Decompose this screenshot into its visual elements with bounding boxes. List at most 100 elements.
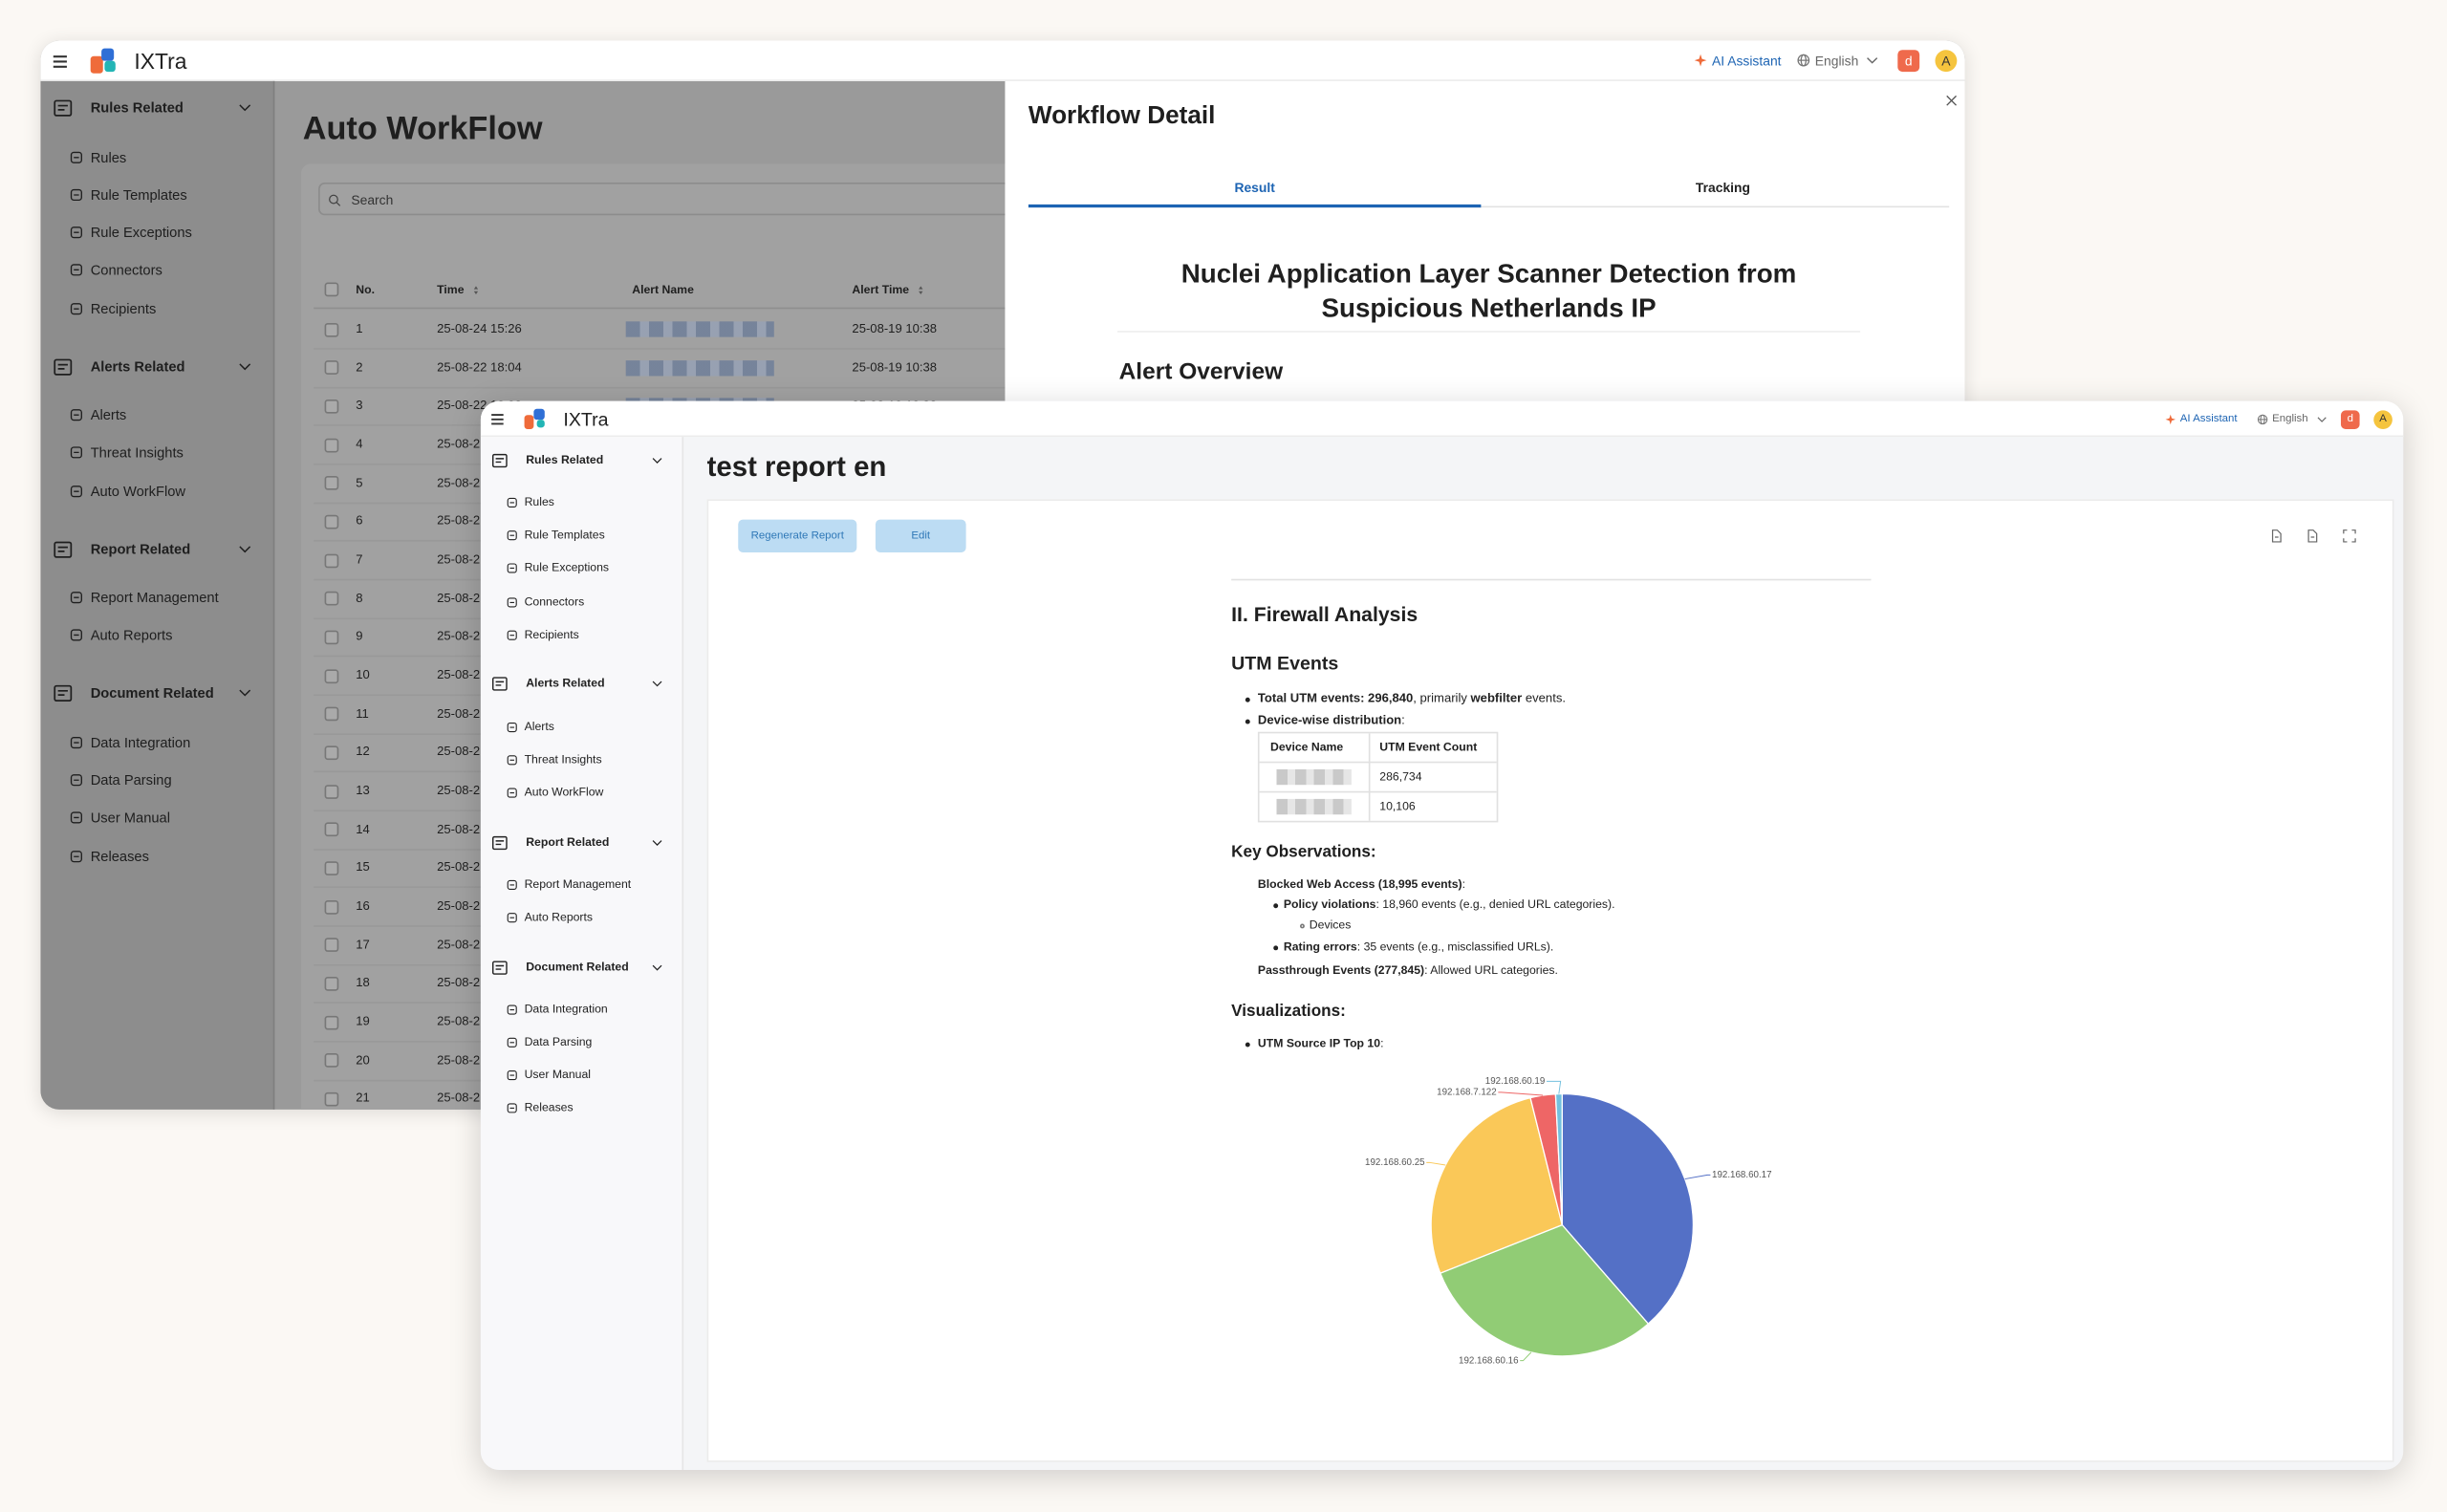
sidebar-item[interactable]: Alerts	[90, 406, 127, 422]
sidebar-item[interactable]: Rule Exceptions	[90, 224, 192, 240]
doc-icon[interactable]	[2269, 529, 2284, 543]
sidebar-item[interactable]: Auto Reports	[524, 910, 594, 924]
chev-icon[interactable]	[237, 685, 252, 701]
sidebar-group-title[interactable]: Document Related	[526, 960, 629, 975]
chev-icon[interactable]	[651, 836, 663, 849]
item-icon[interactable]	[69, 810, 84, 825]
user-badge[interactable]: d	[2340, 409, 2360, 429]
avatar[interactable]: A	[1935, 50, 1958, 73]
button[interactable]: Edit	[875, 519, 966, 552]
item-icon[interactable]	[69, 772, 84, 788]
tab[interactable]: Tracking	[1695, 179, 1750, 195]
item-icon[interactable]	[69, 301, 84, 316]
item-icon[interactable]	[506, 721, 518, 733]
item-icon[interactable]	[69, 735, 84, 750]
sidebar-item[interactable]: Data Parsing	[90, 771, 172, 788]
sidebar-group-title[interactable]: Rules Related	[90, 98, 184, 115]
checkbox[interactable]	[324, 745, 339, 760]
group-icon[interactable]	[491, 452, 508, 468]
sidebar-item[interactable]: Rules	[90, 148, 127, 165]
sidebar-item[interactable]: Rules	[524, 494, 554, 509]
item-icon[interactable]	[506, 1069, 518, 1081]
chev-icon[interactable]	[1865, 54, 1879, 68]
item-icon[interactable]	[506, 787, 518, 799]
sidebar-item[interactable]: Recipients	[90, 300, 157, 316]
sidebar-group-title[interactable]: Alerts Related	[90, 357, 185, 375]
checkbox[interactable]	[324, 282, 339, 297]
sidebar-item[interactable]: User Manual	[524, 1068, 592, 1082]
group-icon[interactable]	[54, 356, 74, 377]
user-badge[interactable]: d	[1897, 50, 1920, 73]
item-icon[interactable]	[69, 407, 84, 422]
button[interactable]: Regenerate Report	[738, 519, 857, 552]
avatar[interactable]: A	[2373, 409, 2393, 429]
spark-icon[interactable]	[1694, 54, 1708, 68]
expand-icon[interactable]	[2343, 529, 2357, 543]
checkbox[interactable]	[324, 630, 339, 645]
sidebar-group-title[interactable]: Document Related	[90, 683, 214, 701]
close-icon[interactable]	[1944, 93, 1959, 107]
checkbox[interactable]	[324, 1053, 339, 1069]
menu-icon[interactable]	[50, 51, 70, 71]
sidebar-item[interactable]: Auto WorkFlow	[524, 785, 604, 800]
group-icon[interactable]	[54, 97, 74, 118]
sidebar-group-title[interactable]: Rules Related	[526, 452, 604, 467]
checkbox[interactable]	[324, 861, 339, 875]
chev-icon[interactable]	[237, 100, 252, 116]
sort-icon[interactable]	[469, 284, 482, 296]
checkbox[interactable]	[324, 899, 339, 914]
item-icon[interactable]	[69, 444, 84, 460]
item-icon[interactable]	[506, 1036, 518, 1048]
item-icon[interactable]	[69, 484, 84, 499]
item-icon[interactable]	[69, 590, 84, 605]
checkbox[interactable]	[324, 706, 339, 722]
checkbox[interactable]	[324, 668, 339, 683]
sidebar-item[interactable]: Data Integration	[90, 734, 191, 750]
sidebar-group-title[interactable]: Report Related	[90, 540, 191, 557]
group-icon[interactable]	[491, 960, 508, 976]
item-icon[interactable]	[506, 629, 518, 641]
tab[interactable]: Result	[1234, 179, 1275, 195]
checkbox[interactable]	[324, 784, 339, 799]
checkbox[interactable]	[324, 822, 339, 837]
sidebar-item[interactable]: Rule Templates	[90, 186, 187, 203]
chev-icon[interactable]	[651, 677, 663, 689]
checkbox[interactable]	[324, 938, 339, 953]
item-icon[interactable]	[506, 529, 518, 541]
checkbox[interactable]	[324, 322, 339, 336]
item-icon[interactable]	[69, 187, 84, 203]
sidebar-item[interactable]: User Manual	[90, 809, 171, 825]
sidebar-group-title[interactable]: Alerts Related	[526, 676, 605, 691]
sidebar-item[interactable]: Data Integration	[524, 1002, 608, 1017]
checkbox[interactable]	[324, 514, 339, 529]
search-box[interactable]: Search	[318, 183, 1020, 216]
sidebar-item[interactable]: Threat Insights	[90, 443, 184, 460]
checkbox[interactable]	[324, 1015, 339, 1029]
chev-icon[interactable]	[651, 454, 663, 466]
sidebar-item[interactable]: Rule Exceptions	[524, 560, 610, 575]
item-icon[interactable]	[506, 878, 518, 891]
sidebar-item[interactable]: Threat Insights	[524, 752, 602, 767]
item-icon[interactable]	[69, 262, 84, 277]
menu-icon[interactable]	[488, 410, 507, 428]
sidebar-item[interactable]: Alerts	[524, 720, 554, 734]
sidebar-item[interactable]: Recipients	[524, 627, 579, 642]
checkbox[interactable]	[324, 437, 339, 452]
item-icon[interactable]	[69, 849, 84, 864]
item-icon[interactable]	[69, 150, 84, 165]
language[interactable]: English	[2272, 413, 2308, 425]
item-icon[interactable]	[506, 595, 518, 608]
item-icon[interactable]	[69, 627, 84, 642]
sidebar-item[interactable]: Report Management	[90, 589, 219, 605]
globe-icon[interactable]	[2257, 413, 2269, 425]
checkbox[interactable]	[324, 976, 339, 991]
chev-icon[interactable]	[237, 542, 252, 557]
checkbox[interactable]	[324, 399, 339, 414]
checkbox[interactable]	[324, 476, 339, 490]
sidebar-item[interactable]: Releases	[524, 1100, 574, 1115]
checkbox[interactable]	[324, 592, 339, 606]
sidebar-item[interactable]: Connectors	[90, 261, 162, 277]
group-icon[interactable]	[54, 539, 74, 559]
language[interactable]: English	[1814, 53, 1859, 69]
chev-icon[interactable]	[237, 359, 252, 375]
